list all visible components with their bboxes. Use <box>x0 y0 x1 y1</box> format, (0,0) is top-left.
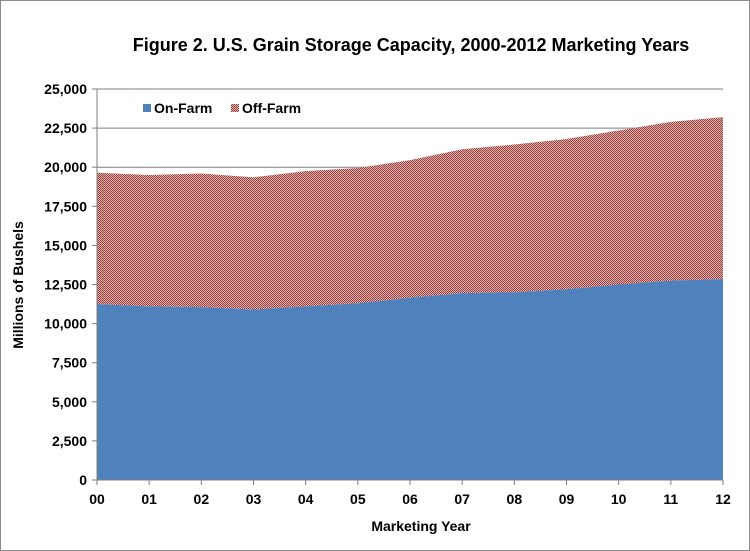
area-off-farm <box>97 117 723 310</box>
x-tick-label: 08 <box>507 491 523 507</box>
legend-label-on-farm: On-Farm <box>154 100 212 116</box>
y-tick-label: 2,500 <box>52 433 87 449</box>
x-tick-label: 03 <box>246 491 262 507</box>
y-tick-label: 22,500 <box>44 120 87 136</box>
x-tick-label: 00 <box>89 491 105 507</box>
x-tick-label: 11 <box>663 491 678 507</box>
y-tick-label: 12,500 <box>44 277 87 293</box>
x-tick-label: 02 <box>194 491 210 507</box>
y-tick-label: 25,000 <box>44 81 87 97</box>
chart-title: Figure 2. U.S. Grain Storage Capacity, 2… <box>133 35 690 55</box>
y-tick-label: 7,500 <box>52 355 87 371</box>
x-tick-labels: 00 01 02 03 04 05 06 07 08 09 10 11 12 <box>89 491 731 507</box>
y-tick-labels: 0 2,500 5,000 7,500 10,000 12,500 15,000 17,500… <box>44 81 87 488</box>
legend-swatch-off-farm <box>231 104 239 112</box>
area-on-farm <box>97 279 723 480</box>
y-tick-label: 0 <box>79 472 87 488</box>
plot-areas <box>97 117 723 480</box>
axes <box>92 88 724 485</box>
y-tick-label: 5,000 <box>52 394 87 410</box>
y-tick-label: 15,000 <box>44 237 87 253</box>
legend-swatch-on-farm <box>143 104 151 112</box>
x-tick-label: 10 <box>611 491 627 507</box>
x-tick-label: 12 <box>715 491 731 507</box>
x-tick-label: 09 <box>559 491 575 507</box>
y-axis-title: Millions of Bushels <box>10 221 26 349</box>
legend-label-off-farm: Off-Farm <box>242 100 301 116</box>
x-tick-label: 07 <box>454 491 470 507</box>
y-tick-label: 10,000 <box>44 316 87 332</box>
x-tick-label: 04 <box>298 491 314 507</box>
x-tick-label: 05 <box>350 491 366 507</box>
x-tick-label: 01 <box>141 491 157 507</box>
x-tick-label: 06 <box>402 491 418 507</box>
x-axis-title: Marketing Year <box>371 518 471 534</box>
y-tick-label: 17,500 <box>44 198 87 214</box>
legend: On-Farm Off-Farm <box>143 100 301 116</box>
y-tick-label: 20,000 <box>44 159 87 175</box>
